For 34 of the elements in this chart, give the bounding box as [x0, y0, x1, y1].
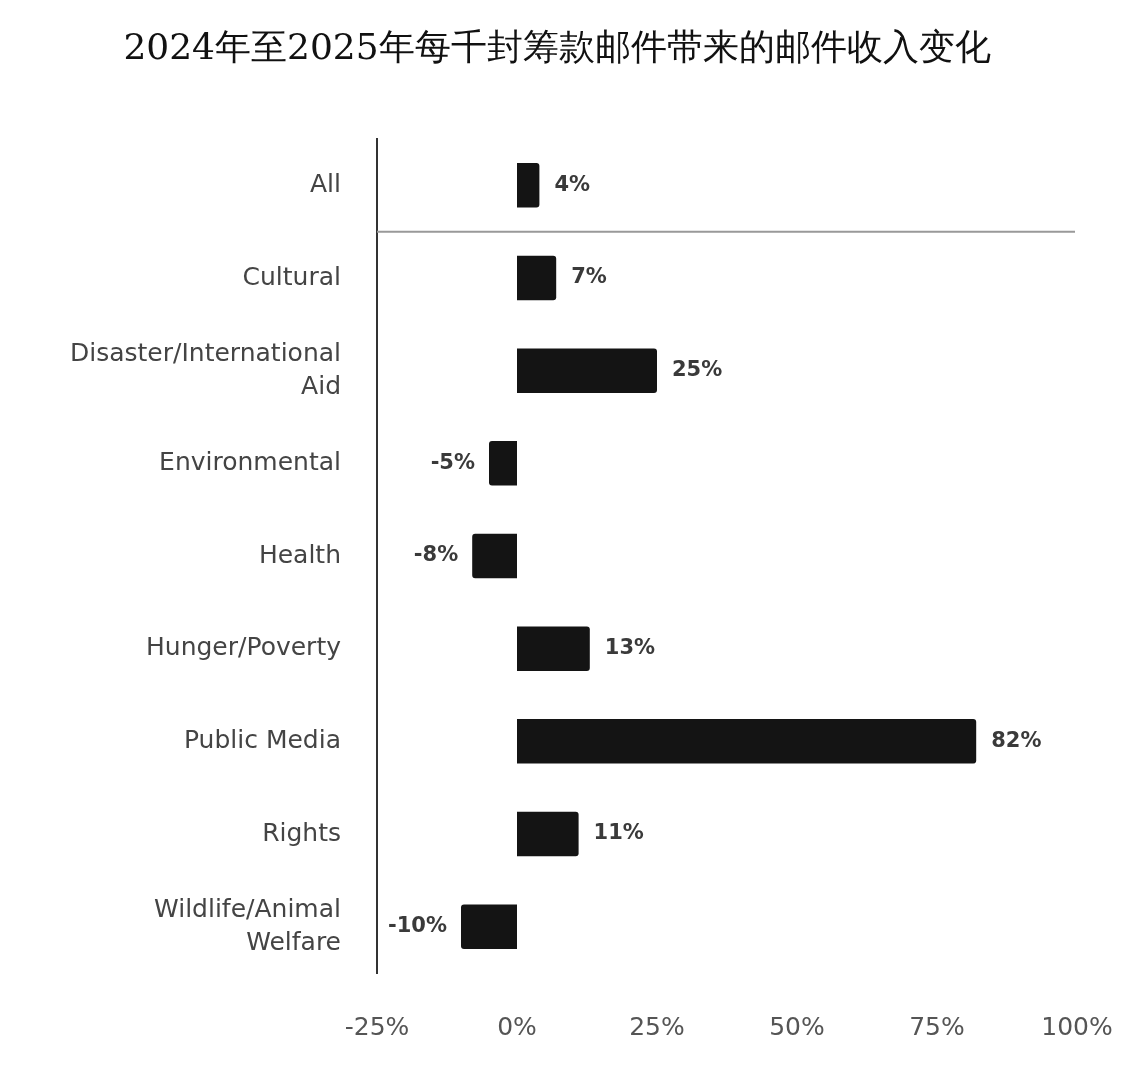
bar: [517, 163, 540, 208]
x-tick-label: 0%: [497, 1011, 537, 1041]
chart-title: 2024年至2025年每千封筹款邮件带来的邮件收入变化: [122, 25, 992, 69]
data-label: -8%: [413, 542, 459, 567]
y-tick-label: Health: [258, 539, 341, 569]
data-label: -5%: [430, 449, 475, 474]
x-tick-label: 100%: [1041, 1011, 1113, 1041]
x-tick-label: 75%: [909, 1011, 965, 1041]
bar: [489, 441, 517, 486]
data-label: 82%: [991, 727, 1042, 752]
bar: [517, 255, 557, 301]
y-tick-label: Wildlife/Animal Welfare: [154, 893, 341, 956]
bar: [461, 904, 517, 949]
data-label: -10%: [388, 913, 447, 938]
data-label: 4%: [554, 171, 591, 196]
data-label: 7%: [571, 264, 607, 289]
x-tick-label: -25%: [344, 1011, 410, 1041]
bar: [472, 533, 517, 579]
bar: [517, 348, 657, 393]
y-tick-label: Hunger/Poverty: [146, 632, 342, 662]
y-tick-label: All: [310, 168, 341, 198]
data-label: 25%: [672, 357, 723, 382]
data-label: 11%: [593, 820, 644, 845]
y-tick-label: Public Media: [183, 724, 341, 754]
x-tick-label: 50%: [769, 1011, 825, 1041]
bar: [517, 811, 579, 857]
bar: [517, 719, 977, 764]
y-tick-label: Rights: [262, 817, 341, 847]
data-label: 13%: [604, 635, 656, 660]
bar: [517, 626, 590, 671]
y-tick-label: Cultural: [242, 261, 341, 291]
y-tick-label: Disaster/International Aid: [69, 337, 341, 400]
x-tick-label: 25%: [629, 1011, 685, 1041]
y-tick-label: Environmental: [159, 446, 341, 476]
